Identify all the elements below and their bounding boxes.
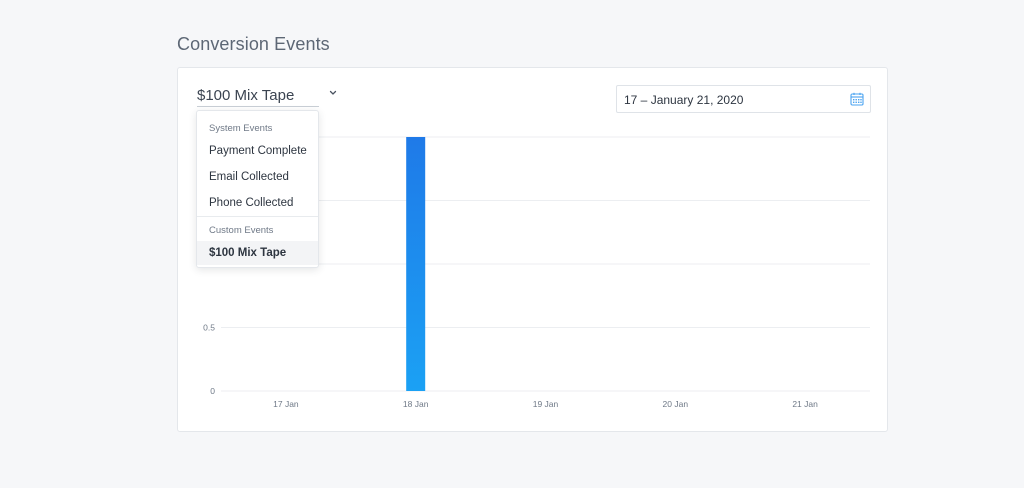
x-tick-label: 17 Jan (273, 399, 299, 409)
dropdown-header-custom-events: Custom Events (209, 225, 274, 236)
x-tick-label: 20 Jan (663, 399, 689, 409)
dropdown-header-system-events: System Events (209, 123, 273, 134)
x-tick-label: 18 Jan (403, 399, 429, 409)
dropdown-item-100-mix-tape[interactable]: $100 Mix Tape (197, 241, 318, 265)
event-dropdown: System Events Payment Complete Email Col… (196, 110, 319, 268)
dropdown-item-phone-collected[interactable]: Phone Collected (209, 197, 294, 209)
dropdown-divider (197, 216, 318, 217)
x-tick-label: 19 Jan (533, 399, 559, 409)
x-tick-label: 21 Jan (792, 399, 818, 409)
dropdown-item-payment-complete[interactable]: Payment Complete (209, 145, 307, 157)
y-tick-label: 0.5 (203, 323, 215, 333)
event-select[interactable]: $100 Mix Tape (197, 87, 319, 107)
page-title: Conversion Events (177, 34, 330, 54)
chart-card: $100 Mix Tape 17 – January 21, 2020 (177, 67, 888, 432)
bar-chart: 0 0.5 17 Jan 18 Jan 19 Jan 20 Jan 21 Jan (203, 136, 870, 409)
date-range-field[interactable]: 17 – January 21, 2020 (616, 85, 871, 113)
date-range-value: 17 – January 21, 2020 (624, 93, 744, 107)
bar-18-jan[interactable] (406, 137, 426, 391)
dropdown-item-email-collected[interactable]: Email Collected (209, 171, 289, 183)
chevron-down-icon[interactable] (328, 88, 338, 98)
event-select-value: $100 Mix Tape (197, 87, 295, 104)
calendar-icon[interactable] (850, 92, 864, 106)
y-tick-label: 0 (210, 386, 215, 396)
